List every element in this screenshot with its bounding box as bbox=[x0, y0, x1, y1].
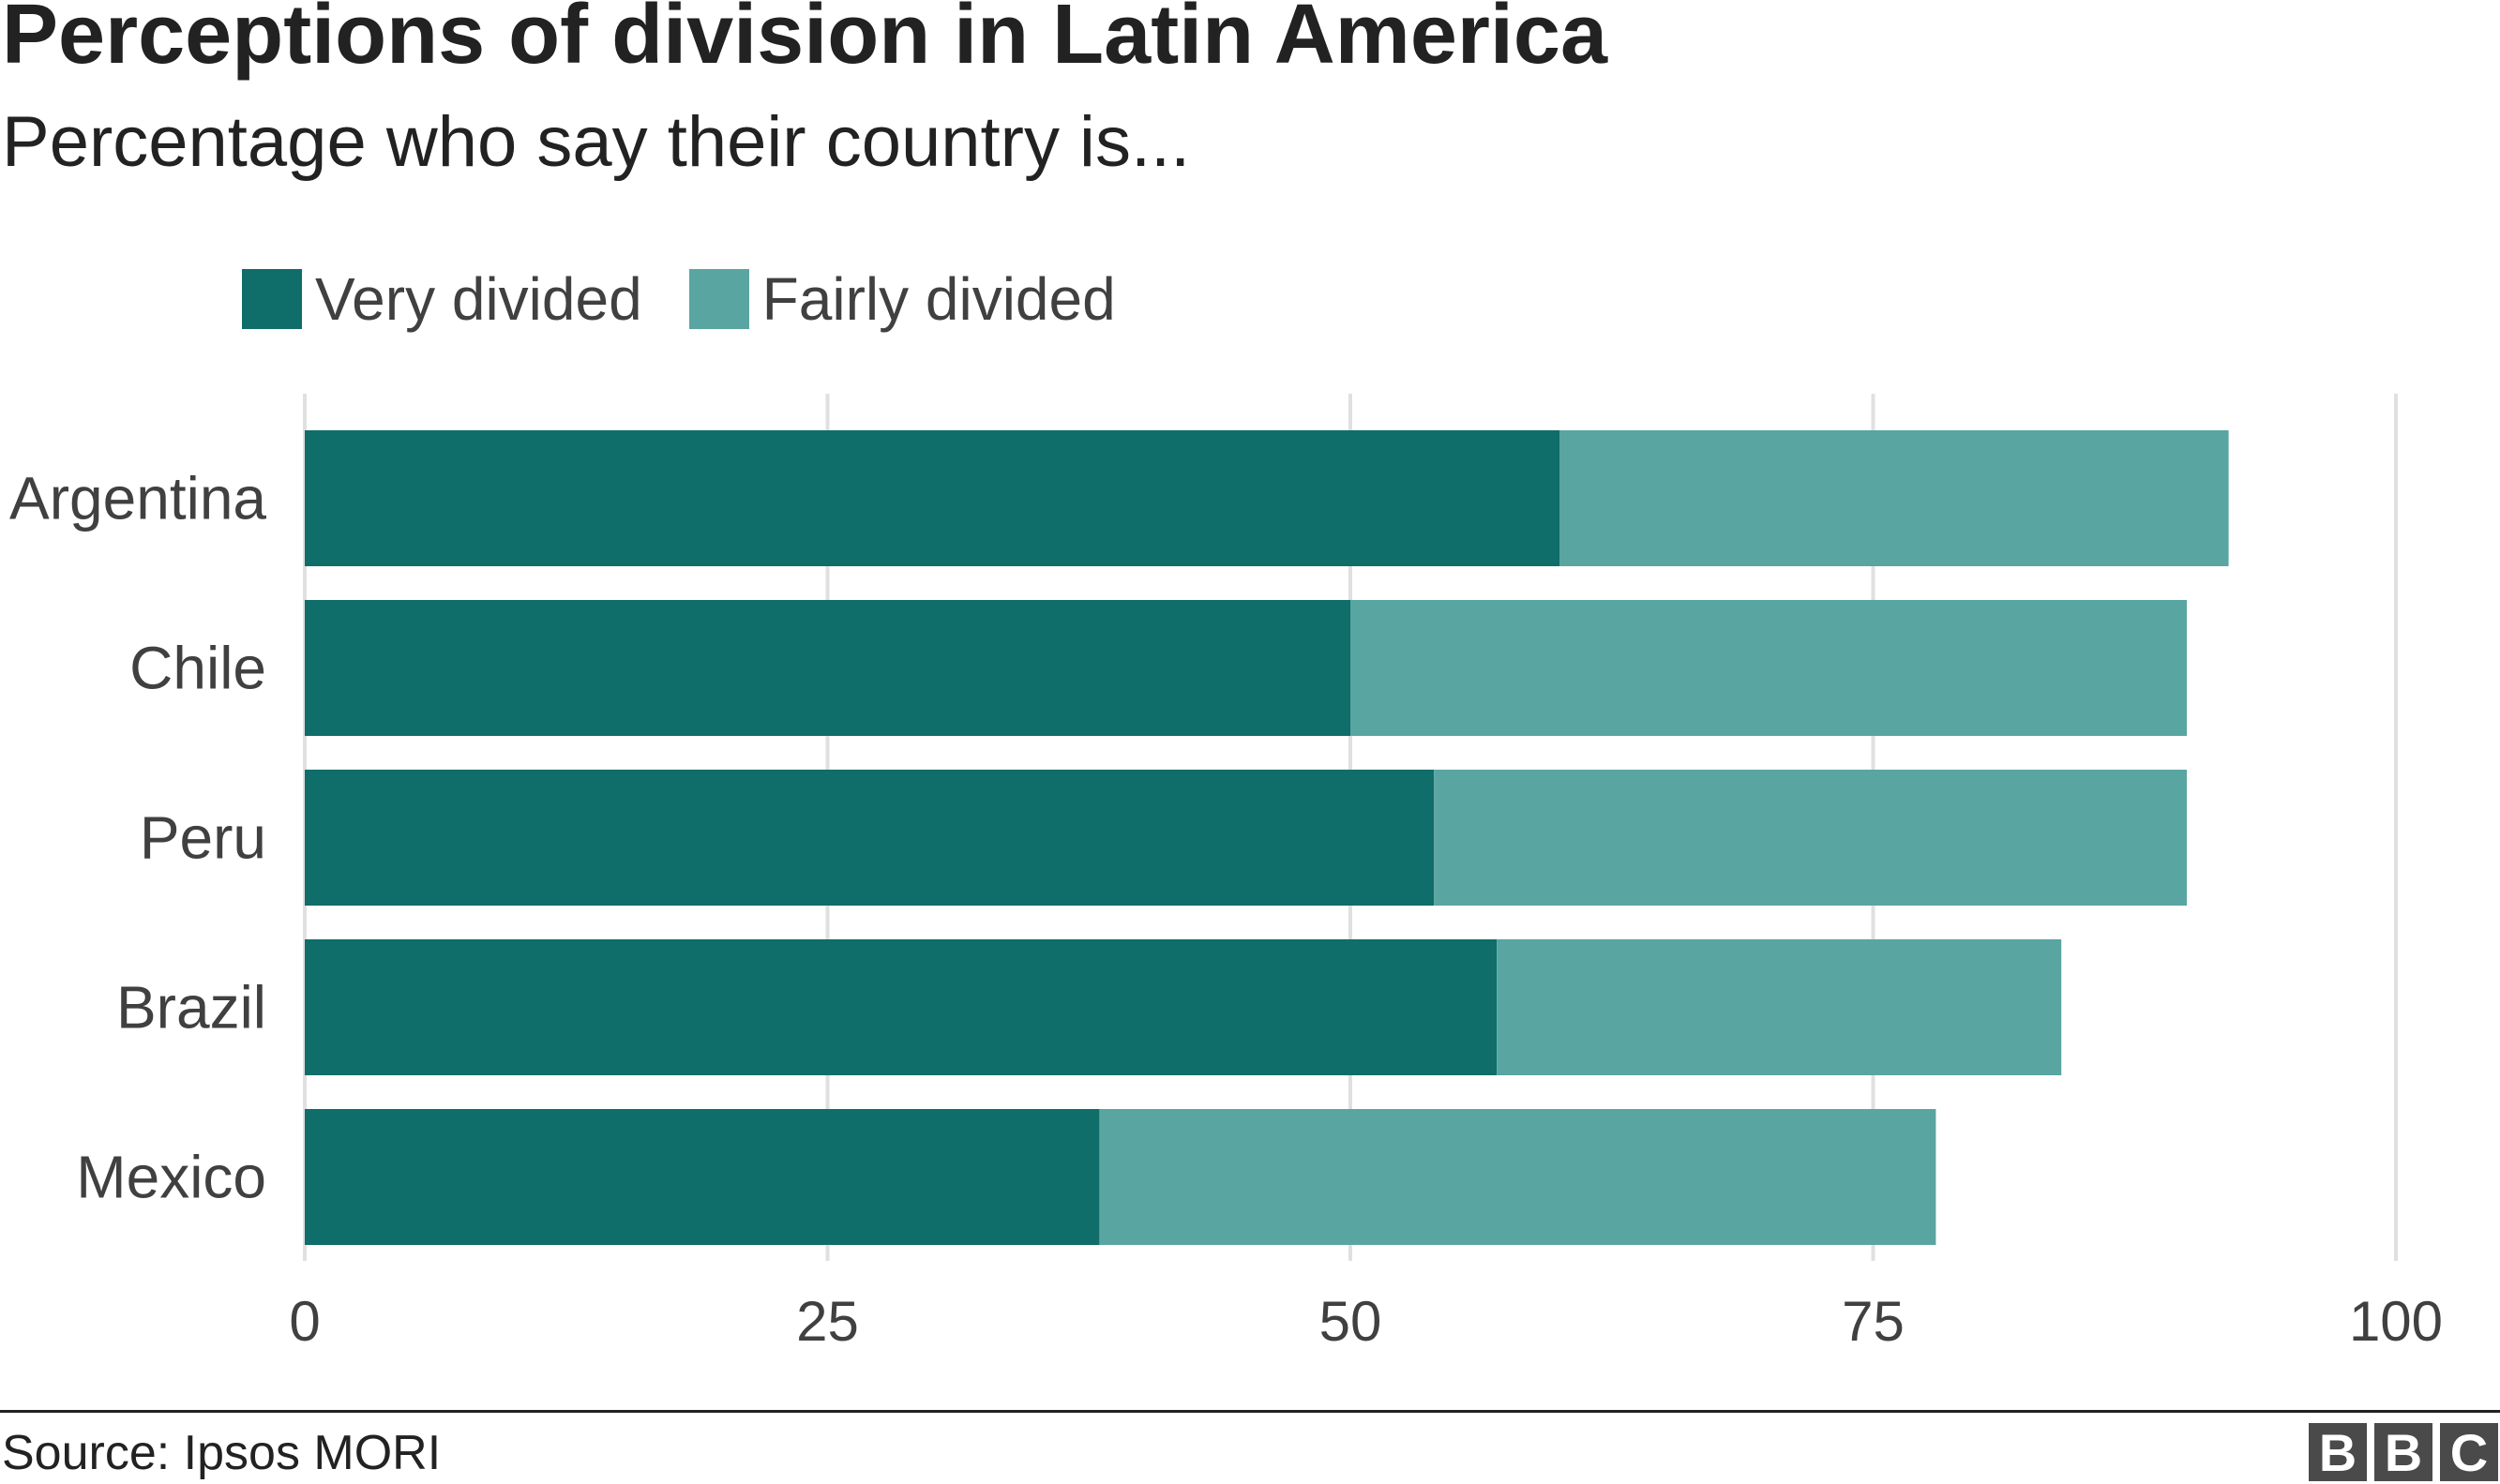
bar-chart: 0 25 50 75 100 Argentina Chile Peru Brazil Mexico bbox=[9, 394, 2443, 1353]
bar-fairly-divided bbox=[1350, 600, 2187, 736]
x-tick-label: 100 bbox=[2349, 1290, 2443, 1353]
bar-very-divided bbox=[305, 600, 1350, 736]
source-text: Source: Ipsos MORI bbox=[2, 1426, 442, 1480]
chart-title: Perceptions of division in Latin America bbox=[2, 0, 1608, 82]
category-label: Argentina bbox=[9, 465, 266, 532]
legend: Very divided Fairly divided bbox=[242, 264, 1163, 334]
legend-label: Very divided bbox=[315, 265, 642, 333]
bbc-logo: B B C bbox=[2309, 1423, 2498, 1482]
bar-fairly-divided bbox=[1099, 1109, 1936, 1245]
legend-swatch-fairly-divided bbox=[688, 269, 749, 329]
legend-swatch-very-divided bbox=[242, 269, 302, 329]
bar-very-divided bbox=[305, 1109, 1100, 1245]
legend-label: Fairly divided bbox=[761, 265, 1116, 333]
logo-letter: B bbox=[2309, 1423, 2367, 1482]
bar-fairly-divided bbox=[1497, 939, 2062, 1075]
x-tick-label: 75 bbox=[1842, 1290, 1905, 1353]
source-divider bbox=[0, 1410, 2500, 1413]
bar-very-divided bbox=[305, 430, 1559, 566]
logo-letter: B bbox=[2374, 1423, 2432, 1482]
category-label: Mexico bbox=[76, 1144, 266, 1211]
legend-item-fairly-divided: Fairly divided bbox=[688, 264, 1116, 334]
x-tick-label: 0 bbox=[289, 1290, 320, 1353]
bar-fairly-divided bbox=[1434, 770, 2187, 906]
category-label: Brazil bbox=[116, 974, 266, 1042]
x-tick-label: 50 bbox=[1319, 1290, 1382, 1353]
chart-subtitle: Percentage who say their country is... bbox=[2, 102, 1191, 182]
category-label: Chile bbox=[129, 635, 266, 702]
bar-fairly-divided bbox=[1559, 430, 2229, 566]
x-tick-label: 25 bbox=[796, 1290, 859, 1353]
bar-very-divided bbox=[305, 939, 1498, 1075]
legend-item-very-divided: Very divided bbox=[242, 264, 642, 334]
logo-letter: C bbox=[2440, 1423, 2498, 1482]
category-label: Peru bbox=[140, 804, 266, 872]
bar-very-divided bbox=[305, 770, 1435, 906]
